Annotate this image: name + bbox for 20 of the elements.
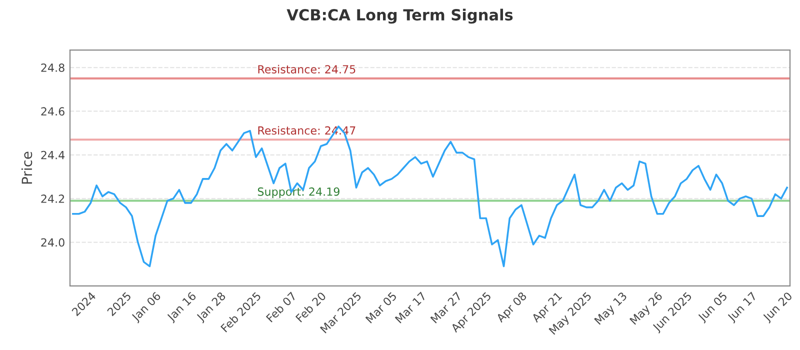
x-tick-label: Jun 17	[726, 292, 759, 324]
chart-title: VCB:CA Long Term Signals	[286, 8, 513, 24]
x-tick-label: Jun 20	[762, 291, 794, 324]
y-tick-label: 24.4	[41, 150, 65, 160]
x-tick-label: Jan 06	[130, 291, 163, 324]
x-tick-label: Jan 28	[196, 291, 228, 324]
ref-line-label: Support: 24.19	[258, 187, 340, 198]
x-tick-label: Jan 16	[166, 291, 198, 324]
x-tick-label: Jun 05	[697, 292, 729, 324]
x-tick-label: Feb 07	[266, 291, 297, 323]
y-tick-label: 24.6	[41, 107, 64, 116]
x-tick-label: Feb 20	[295, 291, 326, 323]
y-axis-title: Price	[21, 152, 32, 184]
x-tick-label: Mar 17	[394, 292, 427, 324]
ref-line-label: Resistance: 24.75	[258, 64, 356, 74]
y-tick-label: 24.0	[41, 238, 64, 247]
y-tick-label: 24.2	[41, 194, 64, 203]
line-series	[72, 126, 788, 268]
y-tick-label: 24.8	[41, 64, 64, 72]
x-tick-label: Apr 08	[496, 291, 529, 324]
